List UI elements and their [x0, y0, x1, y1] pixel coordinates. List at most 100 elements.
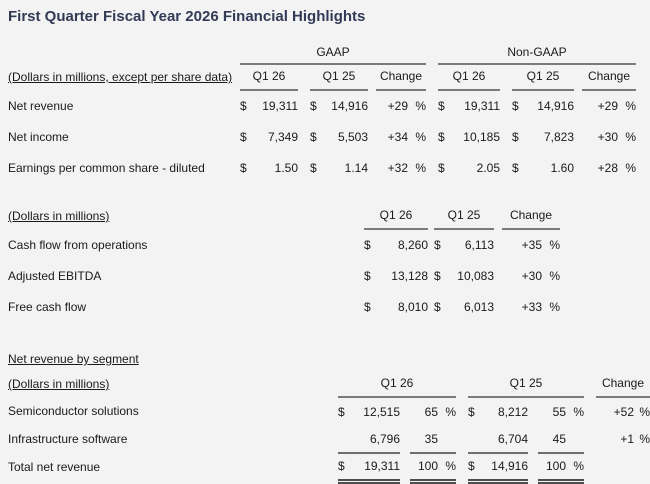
- cell-percent-sign: %: [625, 129, 636, 144]
- cell-percent-sign: %: [549, 299, 560, 314]
- cell-percent-sign: %: [415, 160, 426, 175]
- spacer: [426, 64, 438, 90]
- cell-value: 8,260: [397, 238, 428, 252]
- cell-dollar: $: [512, 129, 519, 144]
- spacer: [494, 203, 502, 229]
- cell-value: 7,349: [267, 129, 298, 144]
- cell-value: 2.05: [476, 160, 500, 175]
- cell-dollar: $: [512, 99, 519, 113]
- cell-dollar: $: [438, 129, 445, 144]
- cell-share: 55: [552, 404, 566, 419]
- cell-dollar: $: [338, 404, 345, 419]
- cell-share: 100: [538, 453, 566, 484]
- table-row-total: Total net revenue $ 19,311 100 % $ 14,91…: [8, 453, 650, 484]
- cell-change: +29: [387, 99, 408, 113]
- cell-dollar: $: [310, 160, 317, 175]
- table-row: Infrastructure software 6,796 35 6,704 4…: [8, 425, 650, 454]
- cell-percent-sign: [634, 453, 650, 481]
- table-row: Adjusted EBITDA $ 13,128 $ 10,083 +30 %: [8, 260, 560, 291]
- cell-change: +33: [521, 299, 542, 314]
- cell-change: +30: [521, 268, 542, 283]
- cell-value: 1.14: [344, 160, 368, 175]
- column-header-change: Change: [596, 371, 650, 398]
- cell-percent-sign: %: [573, 404, 584, 419]
- group-header-row: GAAP Non-GAAP: [8, 42, 636, 65]
- table-row: Net revenue $ 19,311 $ 14,916 +29 % $ 19…: [8, 90, 636, 121]
- cell-dollar: $: [468, 404, 475, 419]
- spacer: [500, 64, 512, 90]
- row-label: Cash flow from operations: [8, 237, 148, 252]
- cell-value: 19,311: [352, 453, 400, 484]
- cell-change: +34: [387, 129, 408, 144]
- cell-value: 19,311: [262, 99, 298, 113]
- segment-revenue-table: (Dollars in millions) Q1 26 Q1 25 Change…: [8, 371, 650, 484]
- row-label: Semiconductor solutions: [8, 404, 139, 418]
- cell-value: 6,013: [463, 299, 494, 314]
- cell-percent-sign: [566, 425, 584, 454]
- cell-value: 7,823: [543, 129, 574, 144]
- cell-dollar: $: [310, 129, 317, 144]
- cell-change: +29: [597, 99, 618, 113]
- spacer: [456, 371, 468, 397]
- cell-dollar: $: [434, 268, 441, 283]
- cell-change: +52: [613, 404, 634, 419]
- cell-percent-sign: %: [415, 99, 426, 113]
- column-header-q125: Q1 25: [512, 64, 574, 91]
- cell-value: 14,916: [537, 99, 574, 113]
- row-label: Earnings per common share - diluted: [8, 160, 205, 175]
- cell-value: 19,311: [464, 99, 500, 113]
- spacer: [426, 42, 438, 64]
- cell-value: 6,113: [464, 238, 494, 252]
- cell-dollar: $: [310, 99, 317, 113]
- row-label: Adjusted EBITDA: [8, 268, 102, 283]
- cell-value: 5,503: [337, 129, 368, 144]
- row-label: Net income: [8, 129, 69, 144]
- cell-dollar: $: [512, 160, 519, 175]
- cell-change: +32: [387, 160, 408, 175]
- spacer: [368, 64, 376, 90]
- row-label: Total net revenue: [8, 460, 101, 474]
- table-row: Cash flow from operations $ 8,260 $ 6,11…: [8, 229, 560, 260]
- row-label: Infrastructure software: [8, 432, 128, 446]
- cell-dollar: [468, 425, 482, 454]
- column-header-q126: Q1 26: [338, 371, 456, 398]
- cell-dollar: $: [240, 99, 247, 113]
- cell-percent-sign: %: [625, 160, 636, 175]
- gaap-nongaap-table: GAAP Non-GAAP (Dollars in millions, exce…: [8, 42, 636, 183]
- cell-value: 6,796: [352, 425, 400, 454]
- cell-change: [596, 453, 634, 481]
- cell-dollar: [338, 425, 352, 454]
- cell-percent-sign: %: [438, 453, 456, 484]
- cell-value: 8,212: [497, 404, 528, 419]
- cell-percent-sign: %: [549, 268, 560, 283]
- column-header-change: Change: [582, 64, 636, 91]
- table-row: Net income $ 7,349 $ 5,503 +34 % $ 10,18…: [8, 121, 636, 152]
- cell-value: 10,083: [457, 268, 494, 283]
- cell-value: 8,010: [397, 299, 428, 314]
- cell-percent-sign: %: [445, 404, 456, 419]
- cell-percent-sign: %: [639, 404, 650, 419]
- cell-value: 14,916: [482, 453, 528, 484]
- cell-value: 14,916: [331, 99, 368, 113]
- cell-change: +28: [597, 160, 618, 175]
- cell-value: 1.50: [274, 160, 298, 175]
- cell-share: 65: [424, 404, 438, 419]
- cash-flow-table: (Dollars in millions) Q1 26 Q1 25 Change…: [8, 203, 560, 322]
- cell-dollar: $: [364, 268, 371, 283]
- spacer: [574, 64, 582, 90]
- table-label-header: (Dollars in millions): [8, 377, 110, 391]
- page-title: First Quarter Fiscal Year 2026 Financial…: [8, 8, 366, 25]
- cell-percent-sign: %: [625, 99, 636, 113]
- column-header-row: (Dollars in millions, except per share d…: [8, 64, 636, 91]
- column-header-row: (Dollars in millions) Q1 26 Q1 25 Change: [8, 371, 650, 398]
- cell-share: 45: [538, 425, 566, 454]
- table-row: Free cash flow $ 8,010 $ 6,013 +33 %: [8, 291, 560, 322]
- column-header-q126: Q1 26: [364, 203, 428, 230]
- cell-value: 12,515: [363, 404, 400, 419]
- table-label-header: (Dollars in millions, except per share d…: [8, 70, 233, 84]
- group-header-nongaap: Non-GAAP: [438, 42, 636, 65]
- cell-dollar: $: [468, 453, 482, 484]
- column-header-change: Change: [502, 203, 560, 230]
- cell-share: 100: [410, 453, 438, 484]
